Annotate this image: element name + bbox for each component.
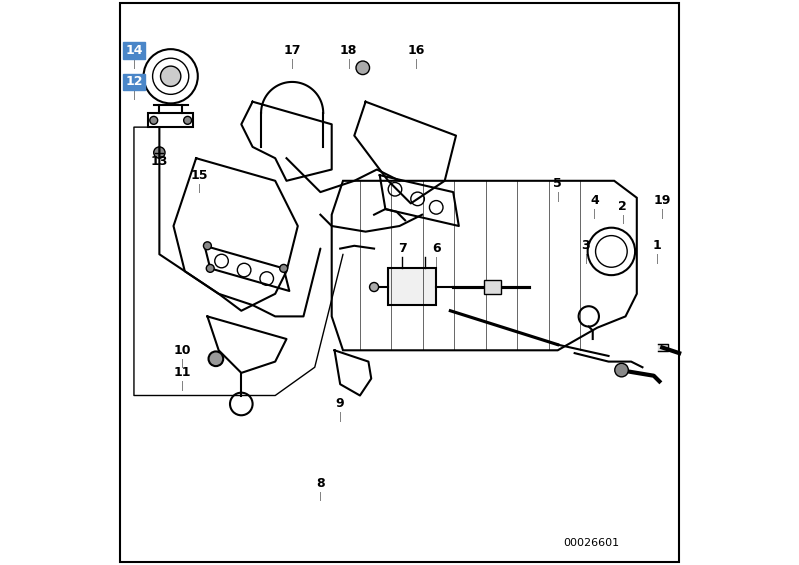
Text: 15: 15 [190,168,208,182]
Text: 11: 11 [173,366,191,380]
Bar [148,113,193,127]
Text: 3: 3 [582,239,590,253]
Circle shape [149,116,157,124]
Circle shape [209,351,223,366]
Text: 7: 7 [398,242,407,255]
Circle shape [184,116,192,124]
Text: 5: 5 [554,177,562,190]
Text: 19: 19 [654,194,671,207]
Circle shape [356,61,370,75]
Text: 18: 18 [340,44,357,58]
Text: 14: 14 [125,44,143,58]
Polygon shape [332,181,637,350]
Text: 00026601: 00026601 [563,538,620,548]
Bar [484,280,501,294]
Text: 16: 16 [407,44,425,58]
Circle shape [614,363,628,377]
Text: 17: 17 [284,44,301,58]
Polygon shape [354,102,456,203]
Circle shape [204,242,212,250]
Text: 8: 8 [316,476,324,490]
Text: 4: 4 [590,194,598,207]
Text: 1: 1 [652,239,661,253]
Polygon shape [658,344,668,351]
Text: 6: 6 [432,242,440,255]
Text: 2: 2 [618,199,627,213]
Circle shape [161,66,181,86]
Polygon shape [241,102,332,181]
Circle shape [280,264,288,272]
Circle shape [153,147,165,158]
Circle shape [370,282,379,292]
Text: 9: 9 [336,397,344,411]
Circle shape [206,264,214,272]
Text: 13: 13 [151,154,168,168]
Bar [388,268,436,305]
Polygon shape [335,350,372,396]
Text: 12: 12 [125,75,143,89]
Text: 10: 10 [173,344,191,357]
